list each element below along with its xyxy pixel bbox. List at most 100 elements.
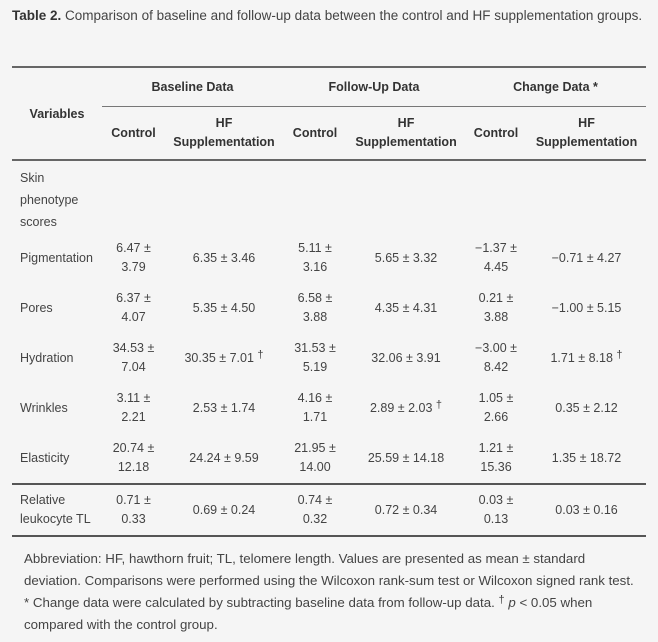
row-label: Hydration (20, 350, 74, 365)
variables-header: Variables (12, 66, 102, 161)
cell-value: 25.59 ± 14.18 (367, 450, 445, 465)
table-cell: 6.58 ± 3.88 (283, 283, 347, 333)
table-cell: 1.21 ± 15.36 (465, 433, 528, 485)
cell-value: 6.37 ± 4.07 (116, 291, 151, 324)
table-cell: 20.74 ± 12.18 (102, 433, 165, 485)
cell-value: 0.35 ± 2.12 (555, 400, 618, 415)
subheader-hf: HF Supplementation (347, 106, 466, 161)
significance-dagger: † (435, 398, 443, 411)
cell-value: 1.35 ± 18.72 (551, 450, 622, 465)
cell-value: 5.35 ± 4.50 (192, 300, 256, 315)
table-cell: 6.35 ± 3.46 (165, 233, 283, 283)
table-cell: 4.35 ± 4.31 (347, 283, 465, 333)
table-cell: 24.24 ± 9.59 (165, 433, 284, 485)
table-row: Hydration 34.53 ± 7.04 30.35 ± 7.01 † 31.53… (12, 333, 646, 383)
footnote-p: p (508, 595, 516, 610)
cell-value: 3.11 ± 2.21 (116, 391, 151, 424)
cell-value: 0.72 ± 0.34 (374, 502, 438, 517)
cell-value: 0.74 ± 0.32 (297, 493, 333, 526)
table-cell: 25.59 ± 14.18 (347, 433, 466, 485)
table-caption: Table 2. Comparison of baseline and foll… (12, 4, 648, 27)
table-cell: 5.65 ± 3.32 (347, 233, 465, 283)
group-header-baseline: Baseline Data (102, 66, 284, 107)
row-label: Pores (20, 300, 53, 315)
cell-value: 24.24 ± 9.59 (189, 450, 259, 465)
table-row: Elasticity 20.74 ± 12.18 24.24 ± 9.59 21.95… (12, 433, 647, 485)
subheader-hf-line2: Supplementation (173, 135, 275, 149)
table-cell: 21.95 ± 14.00 (283, 433, 348, 485)
cell-value: 2.53 ± 1.74 (192, 400, 256, 415)
subheader-hf-line2: Supplementation (535, 135, 638, 149)
cell-value: 6.35 ± 3.46 (192, 250, 256, 265)
table-cell: 0.21 ± 3.88 (465, 283, 527, 333)
table-row: Relative leukocyte TL 0.71 ± 0.33 0.69 ± 0… (12, 484, 647, 537)
table-cell: 6.37 ± 4.07 (102, 283, 165, 333)
subheader-hf-line2: Supplementation (355, 135, 457, 149)
table-cell: 2.89 ± 2.03 † (347, 383, 465, 433)
table-footnote: Abbreviation: HF, hawthorn fruit; TL, te… (24, 548, 638, 636)
table-cell: −3.00 ± 8.42 (465, 333, 527, 383)
cell-value: 5.11 ± 3.16 (298, 241, 332, 274)
table-label: Table 2. (12, 8, 62, 23)
table-row: Wrinkles 3.11 ± 2.21 2.53 ± 1.74 4.16 ± 1.7… (12, 383, 646, 433)
cell-value: −1.00 ± 5.15 (551, 300, 622, 315)
table-cell: 5.35 ± 4.50 (165, 283, 283, 333)
table-cell: 30.35 ± 7.01 † (165, 333, 283, 383)
table-row: Pigmentation 6.47 ± 3.79 6.35 ± 3.46 5.11 ±… (12, 233, 646, 283)
significance-dagger: † (257, 348, 264, 361)
footnote-dagger: † (498, 594, 505, 606)
table-cell: 0.35 ± 2.12 (527, 383, 646, 433)
table-cell: 3.11 ± 2.21 (102, 383, 165, 433)
row-label: Wrinkles (20, 400, 68, 415)
cell-value: 0.69 ± 0.24 (192, 502, 256, 517)
cell-value: 0.03 ± 0.16 (555, 502, 618, 517)
cell-value: 2.89 ± 2.03 (369, 400, 433, 415)
subheader-hf: HF Supplementation (527, 106, 647, 161)
group-header-row: Variables Baseline Data Follow-Up Data C… (12, 66, 647, 161)
table-cell: 0.74 ± 0.32 (283, 484, 348, 537)
subheader-control: Control (283, 106, 348, 161)
cell-value: 30.35 ± 7.01 (184, 350, 254, 365)
cell-value: 1.21 ± 15.36 (478, 441, 514, 474)
footnote-text: Abbreviation: HF, hawthorn fruit; TL, te… (24, 551, 634, 610)
section-label: Skin phenotype scores (20, 171, 79, 229)
table-cell: 0.03 ± 0.16 (527, 484, 647, 537)
table-cell: 1.35 ± 18.72 (527, 433, 647, 485)
cell-value: 1.05 ± 2.66 (478, 391, 514, 424)
table-cell: 4.16 ± 1.71 (283, 383, 347, 433)
table-cell: −1.37 ± 4.45 (465, 233, 527, 283)
data-table: Variables Baseline Data Follow-Up Data C… (12, 66, 647, 537)
cell-value: −1.37 ± 4.45 (475, 241, 517, 274)
table-cell: −1.00 ± 5.15 (527, 283, 646, 333)
cell-value: 6.47 ± 3.79 (116, 241, 151, 274)
table-cell: 2.53 ± 1.74 (165, 383, 283, 433)
cell-value: 21.95 ± 14.00 (294, 441, 336, 474)
section-row: Skin phenotype scores (12, 160, 646, 233)
cell-value: 31.53 ± 5.19 (294, 341, 336, 374)
caption-text: Comparison of baseline and follow-up dat… (61, 8, 643, 23)
cell-value: 0.21 ± 3.88 (478, 291, 514, 324)
table-cell: 31.53 ± 5.19 (283, 333, 347, 383)
group-header-followup: Follow-Up Data (283, 66, 466, 107)
table-cell: 6.47 ± 3.79 (102, 233, 165, 283)
subheader-control: Control (465, 106, 528, 161)
cell-value: −3.00 ± 8.42 (475, 341, 517, 374)
footnote-rest: < 0.05 when compared with the control gr… (24, 595, 593, 632)
subheader-hf-line1: HF (578, 116, 595, 130)
cell-value: 6.58 ± 3.88 (297, 291, 333, 324)
table-row: Pores 6.37 ± 4.07 5.35 ± 4.50 6.58 ± 3.88 4.… (12, 283, 646, 333)
subheader-row: Control HF Supplementation Control HF Supplem… (12, 106, 647, 161)
subheader-hf-line1: HF (397, 116, 415, 130)
cell-value: 0.71 ± 0.33 (116, 493, 151, 526)
table-cell: −0.71 ± 4.27 (527, 233, 646, 283)
table-cell: 34.53 ± 7.04 (102, 333, 165, 383)
cell-value: 5.65 ± 3.32 (374, 250, 438, 265)
subheader-hf: HF Supplementation (165, 106, 284, 161)
subheader-control: Control (102, 106, 165, 161)
table-cell: 1.71 ± 8.18 † (527, 333, 646, 383)
cell-value: 0.03 ± 0.13 (478, 493, 514, 526)
cell-value: −0.71 ± 4.27 (551, 250, 622, 265)
table-cell: 1.05 ± 2.66 (465, 383, 527, 433)
cell-value: 20.74 ± 12.18 (112, 441, 155, 474)
table-cell: 32.06 ± 3.91 (347, 333, 465, 383)
